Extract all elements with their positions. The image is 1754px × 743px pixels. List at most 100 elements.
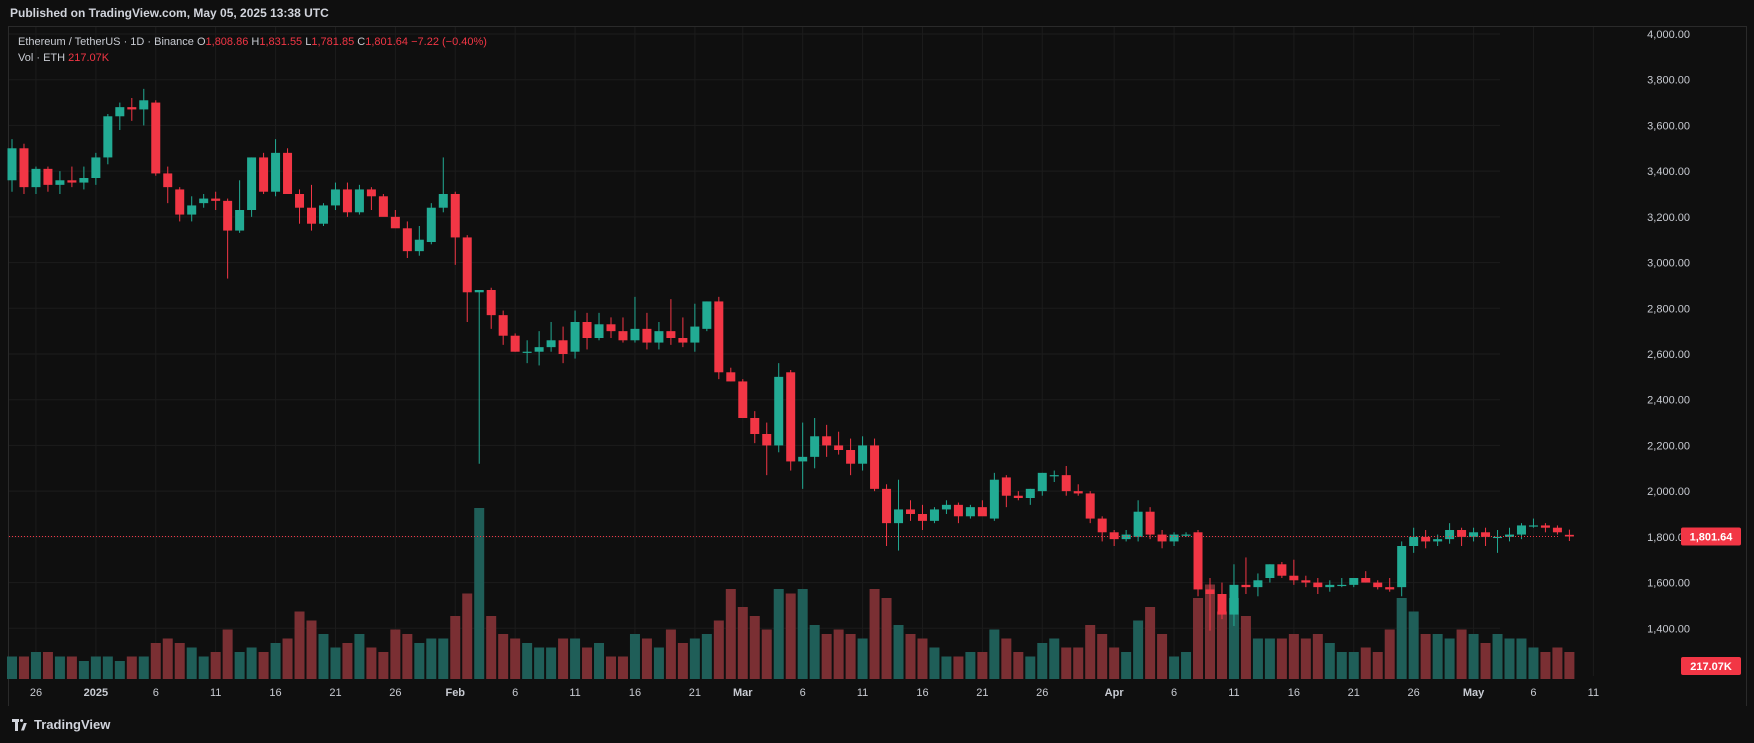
- candle-body[interactable]: [522, 351, 532, 353]
- candle-body[interactable]: [1181, 534, 1191, 536]
- candle-body[interactable]: [402, 228, 412, 252]
- candle-body[interactable]: [762, 434, 772, 446]
- candle-body[interactable]: [307, 207, 316, 224]
- candle-body[interactable]: [678, 338, 688, 343]
- candle-body[interactable]: [798, 456, 808, 462]
- candle-body[interactable]: [438, 194, 448, 208]
- candle-body[interactable]: [43, 168, 53, 185]
- candle-body[interactable]: [1337, 584, 1347, 587]
- candle-body[interactable]: [882, 488, 892, 524]
- candle-body[interactable]: [834, 445, 844, 450]
- candle-body[interactable]: [654, 331, 664, 343]
- candle-body[interactable]: [1253, 580, 1263, 588]
- candle-body[interactable]: [378, 196, 388, 217]
- candle-body[interactable]: [1528, 525, 1538, 527]
- candle-body[interactable]: [19, 148, 29, 188]
- candle-body[interactable]: [7, 148, 17, 181]
- candle-body[interactable]: [67, 180, 77, 183]
- candle-body[interactable]: [139, 100, 149, 110]
- candle-body[interactable]: [1481, 532, 1491, 537]
- candle-body[interactable]: [271, 152, 281, 192]
- candle-body[interactable]: [223, 200, 233, 231]
- candle-body[interactable]: [1349, 578, 1359, 585]
- candle-body[interactable]: [474, 290, 484, 293]
- candle-body[interactable]: [858, 445, 868, 464]
- candle-body[interactable]: [642, 328, 652, 343]
- candle-body[interactable]: [510, 335, 520, 352]
- candle-body[interactable]: [1085, 493, 1095, 519]
- candle-body[interactable]: [546, 340, 556, 348]
- candle-body[interactable]: [247, 157, 257, 210]
- candle-body[interactable]: [989, 479, 999, 519]
- candle-body[interactable]: [606, 324, 616, 332]
- tradingview-brand[interactable]: TradingView: [12, 717, 110, 732]
- candle-body[interactable]: [498, 315, 508, 336]
- candle-body[interactable]: [726, 372, 736, 382]
- candle-body[interactable]: [1073, 491, 1083, 494]
- candle-body[interactable]: [1421, 536, 1431, 542]
- candle-body[interactable]: [390, 216, 400, 229]
- candle-body[interactable]: [199, 198, 209, 204]
- candle-body[interactable]: [750, 418, 760, 434]
- candle-body[interactable]: [630, 328, 640, 341]
- candle-body[interactable]: [1457, 530, 1467, 537]
- candle-body[interactable]: [187, 205, 197, 215]
- candle-body[interactable]: [786, 372, 796, 462]
- candle-body[interactable]: [1493, 536, 1503, 539]
- candle-body[interactable]: [1397, 546, 1407, 588]
- candle-body[interactable]: [1001, 477, 1011, 496]
- candle-body[interactable]: [1289, 575, 1299, 581]
- symbol-label[interactable]: Ethereum / TetherUS · 1D · Binance: [18, 36, 194, 48]
- candle-body[interactable]: [690, 326, 700, 343]
- candle-body[interactable]: [115, 107, 125, 117]
- candle-body[interactable]: [414, 239, 424, 252]
- candle-body[interactable]: [450, 194, 460, 238]
- candle-body[interactable]: [846, 450, 856, 464]
- candle-body[interactable]: [1552, 527, 1562, 533]
- candle-body[interactable]: [1109, 532, 1119, 540]
- candle-body[interactable]: [1433, 539, 1443, 542]
- candle-body[interactable]: [582, 322, 592, 338]
- candle-body[interactable]: [235, 210, 245, 231]
- candle-body[interactable]: [917, 514, 927, 521]
- candle-body[interactable]: [1361, 578, 1371, 583]
- candle-body[interactable]: [1133, 511, 1143, 537]
- candle-body[interactable]: [822, 436, 832, 446]
- candle-body[interactable]: [702, 301, 712, 329]
- candle-body[interactable]: [1445, 530, 1455, 540]
- candle-body[interactable]: [259, 157, 269, 192]
- candle-body[interactable]: [1409, 536, 1419, 546]
- candle-body[interactable]: [1516, 525, 1526, 535]
- candle-body[interactable]: [570, 322, 580, 352]
- candle-body[interactable]: [1229, 584, 1239, 615]
- candle-body[interactable]: [1505, 534, 1514, 537]
- candle-body[interactable]: [965, 507, 975, 517]
- candle-body[interactable]: [977, 507, 987, 517]
- candle-body[interactable]: [330, 189, 340, 206]
- candle-body[interactable]: [79, 178, 89, 183]
- candle-body[interactable]: [941, 504, 951, 510]
- candle-body[interactable]: [1049, 475, 1059, 477]
- candle-body[interactable]: [31, 168, 41, 188]
- candle-body[interactable]: [55, 180, 65, 185]
- candle-body[interactable]: [534, 347, 544, 352]
- candle-body[interactable]: [91, 157, 101, 178]
- candle-body[interactable]: [103, 116, 113, 158]
- candle-body[interactable]: [810, 436, 820, 457]
- candle-body[interactable]: [354, 189, 364, 213]
- candle-body[interactable]: [558, 340, 568, 354]
- candle-body[interactable]: [906, 509, 915, 514]
- candle-body[interactable]: [1025, 488, 1035, 498]
- candle-body[interactable]: [1265, 564, 1275, 578]
- candlestick-chart[interactable]: 1,400.00 1,600.00 1,800.00 2,000.00 2,200.00…: [0, 0, 1754, 706]
- candle-body[interactable]: [774, 376, 784, 446]
- candle-body[interactable]: [283, 152, 293, 194]
- candle-body[interactable]: [1157, 534, 1167, 542]
- candle-body[interactable]: [1061, 475, 1071, 492]
- candle-body[interactable]: [1097, 518, 1107, 533]
- candle-body[interactable]: [318, 205, 328, 224]
- candle-body[interactable]: [211, 198, 221, 201]
- candle-body[interactable]: [1205, 589, 1215, 594]
- candle-body[interactable]: [1193, 532, 1203, 590]
- candle-body[interactable]: [618, 331, 628, 341]
